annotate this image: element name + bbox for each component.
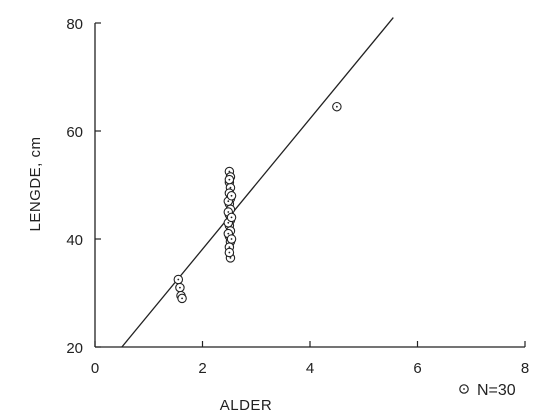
axis-ticks: 0 2 4 6 8 20 40 60 80 — [66, 16, 529, 377]
data-point-center — [228, 170, 231, 173]
y-tick-label: 20 — [66, 340, 83, 357]
data-point-center — [181, 297, 183, 300]
x-tick-label: 0 — [91, 360, 99, 377]
data-points — [173, 101, 342, 304]
data-point-center — [229, 186, 232, 189]
data-point-center — [177, 278, 180, 281]
x-tick-label: 8 — [521, 360, 529, 377]
data-point-center — [230, 194, 233, 197]
data-point-center — [179, 286, 181, 289]
data-point-center — [227, 232, 230, 235]
y-tick-label: 60 — [66, 124, 83, 141]
x-tick-label: 2 — [198, 360, 206, 377]
legend: N=30 — [459, 382, 516, 399]
axes — [94, 23, 525, 348]
data-point-center — [228, 251, 231, 254]
data-point-center — [230, 238, 233, 240]
fit-line — [121, 17, 394, 348]
x-tick-label: 6 — [413, 360, 421, 377]
data-point-center — [230, 216, 233, 219]
data-point-center — [228, 246, 231, 249]
data-point-center — [227, 211, 230, 213]
data-point-center — [228, 178, 231, 181]
y-tick-label: 40 — [66, 232, 83, 249]
data-point-center — [227, 200, 230, 203]
y-axis-label: LENGDE, cm — [27, 136, 44, 231]
y-tick-label: 80 — [66, 16, 83, 33]
data-point-center — [229, 257, 232, 259]
legend-label: N=30 — [477, 382, 516, 399]
regression-line — [121, 17, 394, 348]
x-axis-label: ALDER — [220, 397, 273, 414]
legend-marker-icon — [459, 384, 469, 394]
data-point-center — [335, 105, 338, 108]
data-point-center — [227, 221, 230, 224]
legend-marker-dot — [463, 388, 465, 390]
x-tick-label: 4 — [306, 360, 314, 377]
